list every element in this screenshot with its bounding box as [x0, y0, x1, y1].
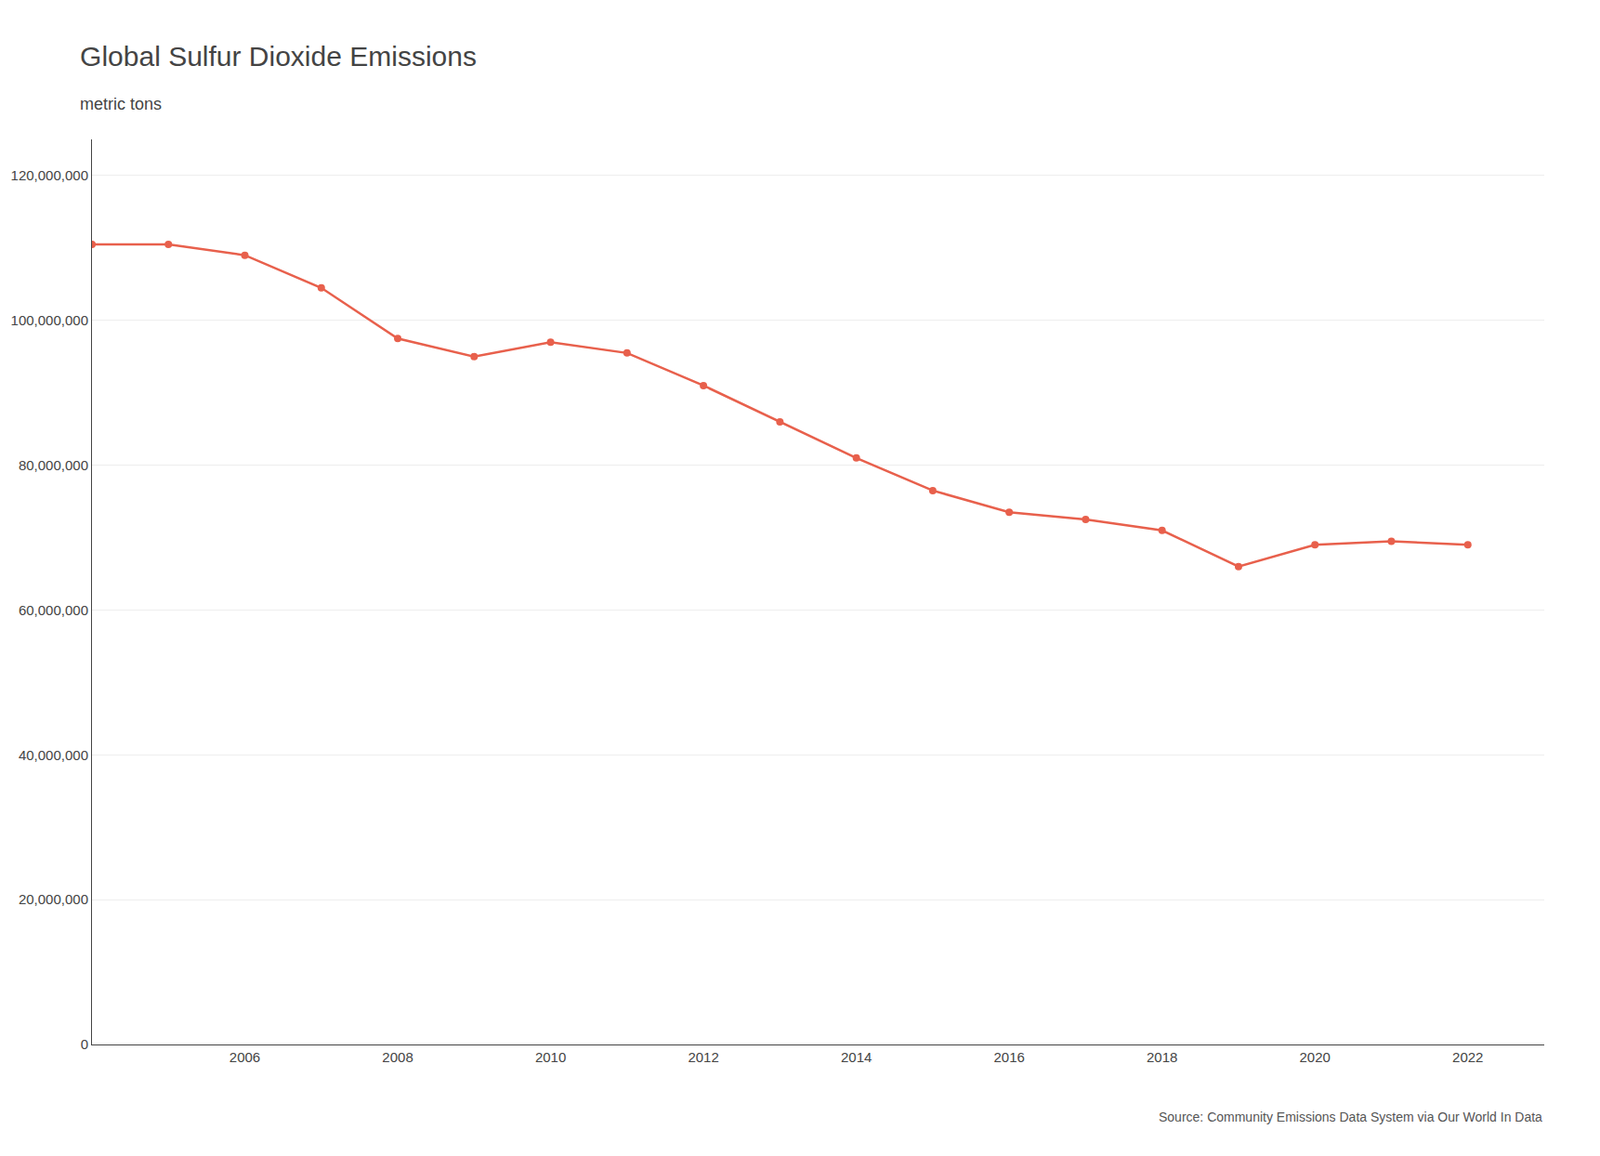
svg-text:60,000,000: 60,000,000 — [18, 602, 89, 618]
svg-text:2010: 2010 — [535, 1049, 566, 1065]
svg-text:2008: 2008 — [381, 1049, 413, 1065]
svg-text:Global Sulfur Dioxide Emission: Global Sulfur Dioxide Emissions — [79, 40, 477, 72]
svg-text:2012: 2012 — [687, 1049, 719, 1065]
svg-text:Source: Community Emissions Da: Source: Community Emissions Data System … — [1158, 1109, 1543, 1125]
svg-text:2022: 2022 — [1452, 1049, 1483, 1065]
svg-text:2018: 2018 — [1146, 1049, 1178, 1065]
svg-text:20,000,000: 20,000,000 — [18, 891, 89, 907]
svg-text:metric tons: metric tons — [79, 94, 162, 114]
svg-text:2014: 2014 — [840, 1049, 872, 1065]
svg-text:2020: 2020 — [1299, 1049, 1331, 1065]
svg-text:80,000,000: 80,000,000 — [18, 457, 89, 473]
svg-text:0: 0 — [80, 1036, 89, 1052]
svg-text:2016: 2016 — [993, 1049, 1024, 1065]
svg-text:100,000,000: 100,000,000 — [11, 312, 89, 328]
svg-text:120,000,000: 120,000,000 — [11, 167, 89, 184]
svg-text:40,000,000: 40,000,000 — [18, 747, 89, 763]
svg-text:2006: 2006 — [229, 1049, 261, 1065]
